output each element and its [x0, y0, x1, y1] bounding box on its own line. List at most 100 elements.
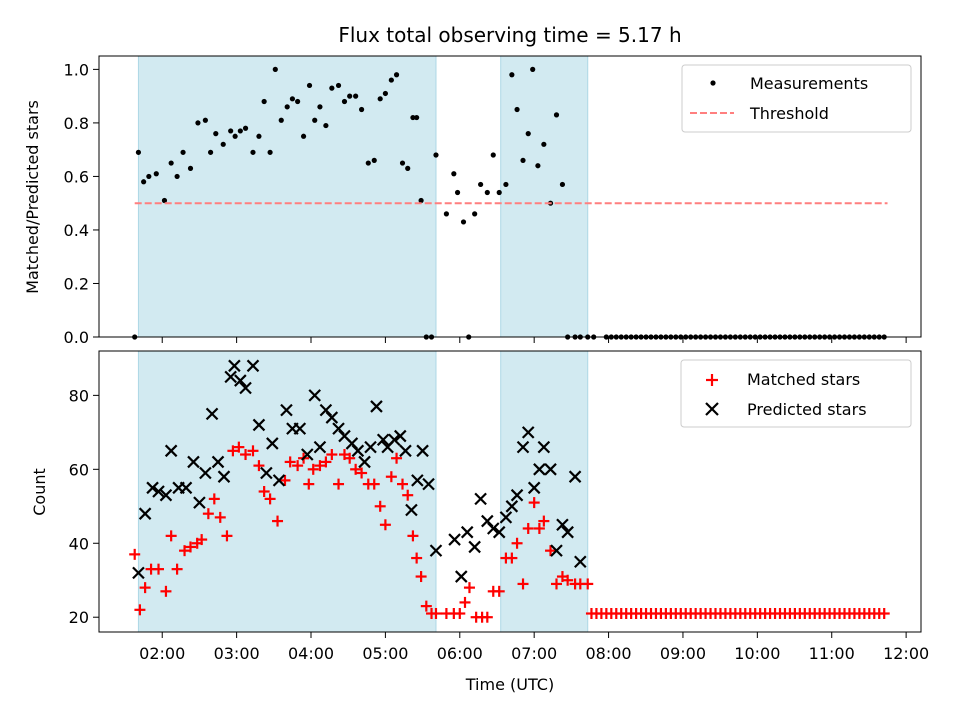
predicted-stars-point-b [211, 455, 225, 469]
predicted-stars-point [561, 525, 574, 539]
predicted-stars-point-b [246, 359, 260, 373]
measurements-point [213, 131, 219, 137]
predicted-stars-point [492, 525, 506, 539]
ratio-y-tick-label: 1.0 [64, 60, 89, 79]
measurements-point [514, 106, 520, 113]
measurements-point [312, 117, 318, 123]
predicted-stars-point [146, 481, 159, 495]
matched-stars-point [545, 545, 557, 557]
x-tick-label: 05:00 [362, 644, 408, 663]
matched-stars-point [326, 449, 338, 461]
predicted-stars-point [533, 463, 546, 476]
predicted-stars-point [351, 444, 365, 458]
matched-stars-point [214, 511, 226, 523]
matched-stars-point [134, 604, 146, 616]
measurements-point [353, 93, 359, 99]
predicted-stars-point-b [468, 540, 481, 554]
predicted-stars-point-b [217, 470, 231, 483]
predicted-stars-point [205, 407, 219, 421]
measurements-point [535, 163, 541, 169]
measurements-point [317, 104, 323, 110]
matched-stars-point [344, 452, 356, 464]
predicted-stars-point [527, 481, 541, 495]
predicted-stars-point [234, 374, 247, 387]
predicted-stars-point [405, 503, 418, 517]
predicted-stars-point-b [561, 525, 574, 539]
ratio-shaded-intervals [137, 55, 589, 338]
matched-stars-point [397, 478, 409, 490]
measurements-point [503, 181, 509, 188]
matched-stars-point [179, 545, 191, 557]
measurements-point [530, 66, 536, 72]
predicted-stars-point-b [345, 437, 359, 450]
counts-y-tick-label: 40 [69, 534, 89, 553]
predicted-stars-point-b [411, 474, 424, 487]
predicted-stars-point [376, 433, 390, 447]
predicted-stars-point [228, 359, 241, 373]
predicted-stars-point-b [399, 444, 412, 458]
predicted-stars-point [416, 444, 429, 458]
predicted-stars-point-b [138, 507, 152, 520]
matched-stars-point [129, 548, 141, 560]
legend-label-predicted: Predicted stars [747, 400, 867, 419]
measurements-point [220, 141, 226, 147]
legend-marker-predicted [705, 402, 719, 416]
matched-stars-point [356, 467, 368, 479]
measurements-point [371, 157, 377, 163]
measurements-point [232, 133, 238, 139]
matched-stars-point [208, 493, 220, 505]
measurements-point [454, 189, 461, 196]
measurements-point [347, 93, 353, 99]
ratio-shaded-interval [500, 55, 589, 338]
matched-stars-point [582, 578, 594, 590]
predicted-stars-point [159, 488, 173, 502]
matched-stars-point [454, 608, 466, 620]
measurements-point [490, 152, 496, 158]
predicted-stars-point [454, 570, 468, 583]
predicted-stars-point [474, 492, 487, 506]
measurements-point [382, 90, 388, 97]
measurements-point [195, 120, 201, 126]
measurements-point [174, 173, 180, 180]
matched-stars-point [307, 463, 319, 475]
predicted-stars-point [152, 485, 165, 498]
predicted-stars-point [429, 544, 443, 557]
ratio-legend: Measurements Threshold [681, 64, 912, 133]
measurements-point [329, 85, 335, 91]
predicted-stars-point [217, 470, 231, 483]
predicted-stars-point-b [533, 463, 546, 476]
measurements-point [472, 211, 478, 217]
ratio-y-tick-label: 0.6 [64, 167, 89, 186]
matched-stars-point [463, 582, 475, 594]
measurements-point [541, 141, 547, 147]
predicted-stars-point-b [405, 503, 418, 517]
measurements-point [460, 219, 467, 225]
ratio-y-tick-label: 0.4 [64, 221, 89, 240]
matched-stars-point [258, 486, 270, 497]
x-tick-label: 10:00 [734, 644, 780, 663]
ratio-y-axis: 0.0 0.2 0.4 0.6 0.8 1.0 [64, 60, 99, 347]
measurements-point [295, 98, 301, 105]
measurements-point [250, 149, 256, 155]
matched-stars-point [459, 596, 471, 608]
matched-stars-point [407, 530, 419, 542]
measurements-point [520, 157, 526, 163]
predicted-stars-point-b [159, 488, 173, 502]
measurements-point [410, 114, 416, 121]
ratio-y-tick-label: 0.8 [64, 114, 89, 133]
matched-stars-point [493, 585, 505, 597]
measurements-point [272, 66, 278, 72]
measurements-point [559, 181, 566, 188]
measurements-point [335, 82, 342, 89]
predicted-stars-point [199, 466, 212, 480]
measurements-point [207, 149, 214, 155]
measurements-point [256, 133, 262, 139]
predicted-stars-point [422, 477, 435, 491]
measurements-point [388, 77, 394, 83]
predicted-stars-point [568, 470, 582, 483]
predicted-stars-point-b [280, 403, 293, 417]
ratio-shaded-interval [137, 55, 437, 338]
predicted-stars-point-b [239, 381, 252, 395]
matched-stars-point [385, 471, 397, 483]
